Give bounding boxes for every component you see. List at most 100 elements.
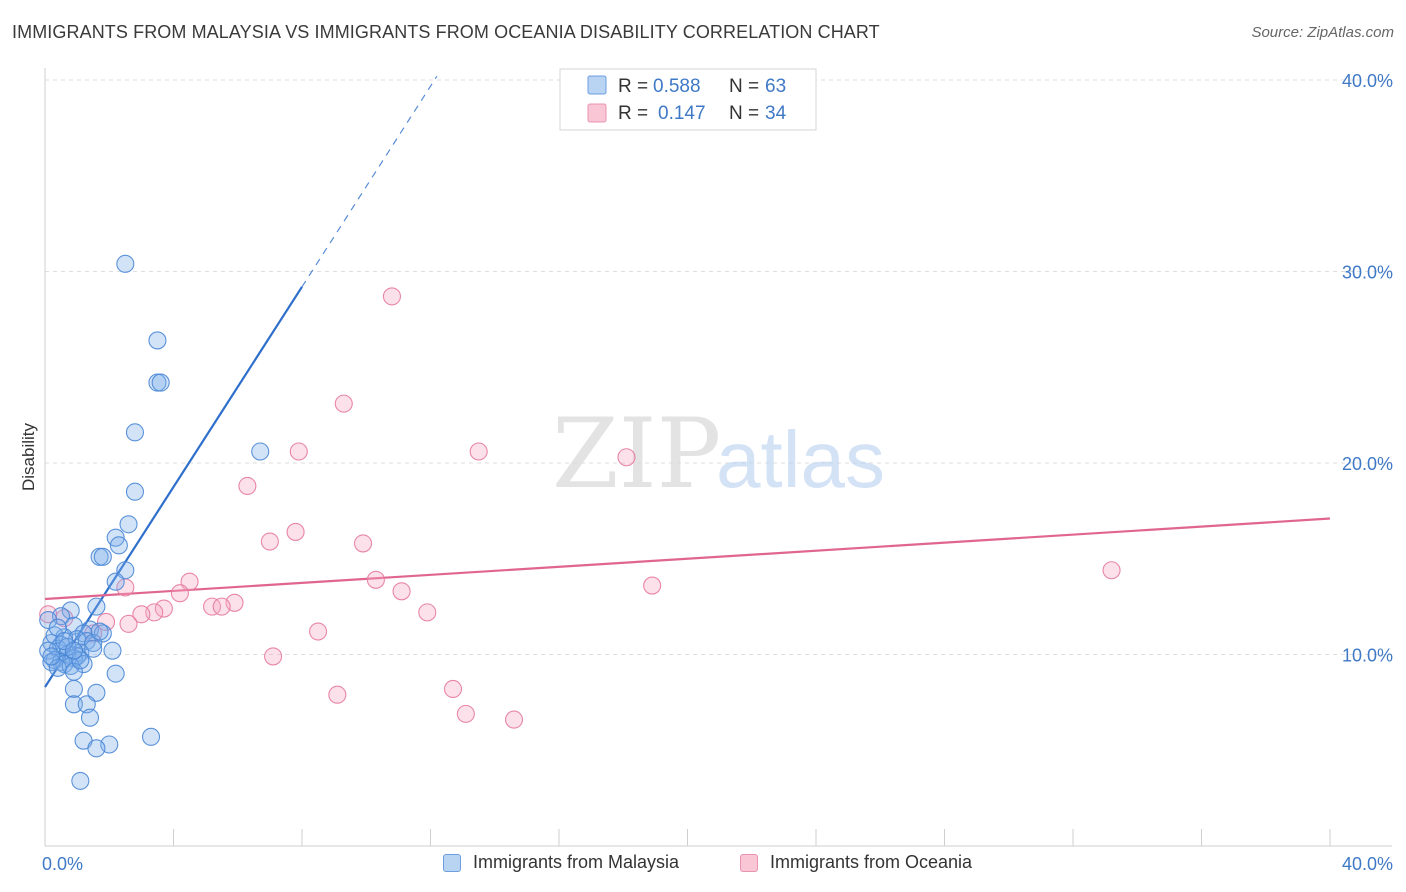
x-tick-labels: 0.0% 40.0%: [42, 854, 1393, 874]
point-malaysia: [93, 547, 112, 566]
point-oceania: [334, 394, 353, 413]
point-malaysia: [52, 653, 71, 672]
legend-n-value-2: 34: [765, 103, 787, 124]
point-malaysia: [151, 373, 170, 392]
point-oceania: [264, 647, 283, 666]
point-malaysia: [77, 695, 96, 714]
point-oceania: [309, 622, 328, 641]
watermark-zip: ZIP: [552, 398, 721, 510]
legend-n-label-1: N =: [729, 76, 759, 97]
point-malaysia: [87, 739, 106, 758]
point-malaysia: [90, 622, 109, 641]
point-oceania: [154, 599, 173, 618]
legend-n-label-2: N =: [729, 103, 759, 124]
point-malaysia: [71, 771, 90, 790]
point-oceania: [418, 603, 437, 622]
point-oceania: [443, 679, 463, 699]
point-malaysia: [42, 647, 61, 666]
legend-swatch-oceania: [587, 103, 607, 123]
legend-r-label-2: R =: [618, 103, 648, 124]
point-oceania: [366, 570, 385, 589]
legend-swatch-malaysia-bottom: [443, 853, 461, 872]
point-malaysia: [119, 515, 138, 534]
point-oceania: [96, 612, 116, 631]
point-malaysia: [84, 639, 103, 658]
point-malaysia: [64, 679, 83, 699]
legend-n-value-1: 63: [765, 76, 786, 97]
point-oceania: [1102, 561, 1121, 580]
point-malaysia: [39, 641, 58, 660]
legend-swatch-oceania-bottom: [740, 853, 758, 872]
watermark: ZIP atlas: [552, 398, 885, 510]
point-oceania: [643, 576, 662, 595]
axes: [44, 68, 1392, 847]
point-oceania: [238, 476, 257, 496]
point-malaysia: [116, 254, 135, 273]
trend-line-extension-malaysia: [301, 75, 438, 288]
y-tick-label: 10.0%: [1342, 646, 1393, 666]
watermark-atlas: atlas: [716, 415, 885, 504]
data-points: [39, 254, 1121, 790]
point-malaysia: [109, 536, 128, 555]
stats-legend: R = 0.588 N = 63 R = 0.147 N = 34: [559, 68, 817, 131]
point-malaysia: [125, 482, 144, 501]
x-ticks: [44, 829, 1331, 846]
y-tick-label: 30.0%: [1342, 263, 1393, 283]
point-malaysia: [106, 572, 125, 591]
legend-r-value-1: 0.588: [653, 76, 701, 97]
point-oceania: [212, 597, 231, 616]
legend-item-oceania: Immigrants from Oceania: [740, 852, 972, 873]
point-oceania: [132, 605, 151, 624]
point-oceania: [119, 614, 138, 633]
trend-lines: [44, 75, 1331, 688]
point-malaysia: [251, 442, 270, 461]
y-tick-label: 40.0%: [1342, 71, 1393, 91]
point-oceania: [55, 609, 74, 628]
point-malaysia: [125, 423, 144, 442]
point-oceania: [469, 442, 488, 461]
point-oceania: [260, 532, 279, 551]
x-tick-label: 0.0%: [42, 854, 83, 874]
point-oceania: [617, 448, 636, 467]
x-tick-label: 40.0%: [1342, 854, 1393, 874]
point-malaysia: [84, 633, 103, 653]
point-oceania: [203, 597, 222, 616]
point-oceania: [353, 534, 373, 553]
point-malaysia: [71, 651, 90, 670]
point-oceania: [286, 522, 305, 541]
point-malaysia: [39, 610, 58, 630]
point-malaysia: [77, 632, 96, 651]
point-oceania: [456, 704, 475, 723]
point-malaysia: [106, 664, 125, 683]
legend-r-label-1: R =: [618, 76, 648, 97]
point-malaysia: [87, 597, 106, 616]
point-oceania: [504, 710, 524, 729]
point-malaysia: [61, 601, 80, 620]
chart-title: IMMIGRANTS FROM MALAYSIA VS IMMIGRANTS F…: [12, 22, 880, 42]
series-legend: Immigrants from Malaysia Immigrants from…: [0, 852, 1406, 878]
point-malaysia: [55, 632, 74, 651]
point-malaysia: [93, 624, 112, 643]
point-malaysia: [80, 708, 100, 727]
point-malaysia: [141, 727, 161, 746]
trend-line-malaysia: [44, 286, 303, 688]
point-malaysia: [103, 641, 122, 660]
point-oceania: [328, 685, 347, 704]
point-malaysia: [148, 331, 167, 350]
point-oceania: [382, 287, 402, 306]
y-tick-label: 20.0%: [1342, 454, 1393, 474]
y-axis-title: Disability: [19, 422, 38, 491]
legend-item-malaysia: Immigrants from Malaysia: [443, 852, 679, 873]
point-malaysia: [64, 641, 83, 660]
legend-r-value-2: 0.147: [658, 103, 706, 124]
grid-lines: [45, 79, 1392, 655]
point-oceania: [170, 584, 189, 603]
point-malaysia: [64, 695, 83, 714]
trend-line-oceania: [44, 517, 1331, 601]
legend-label-oceania: Immigrants from Oceania: [770, 852, 973, 872]
point-oceania: [392, 582, 411, 601]
legend-label-malaysia: Immigrants from Malaysia: [473, 852, 680, 872]
y-tick-labels: 10.0% 20.0% 30.0% 40.0%: [1342, 71, 1393, 666]
chart-source: Source: ZipAtlas.com: [1251, 24, 1394, 41]
